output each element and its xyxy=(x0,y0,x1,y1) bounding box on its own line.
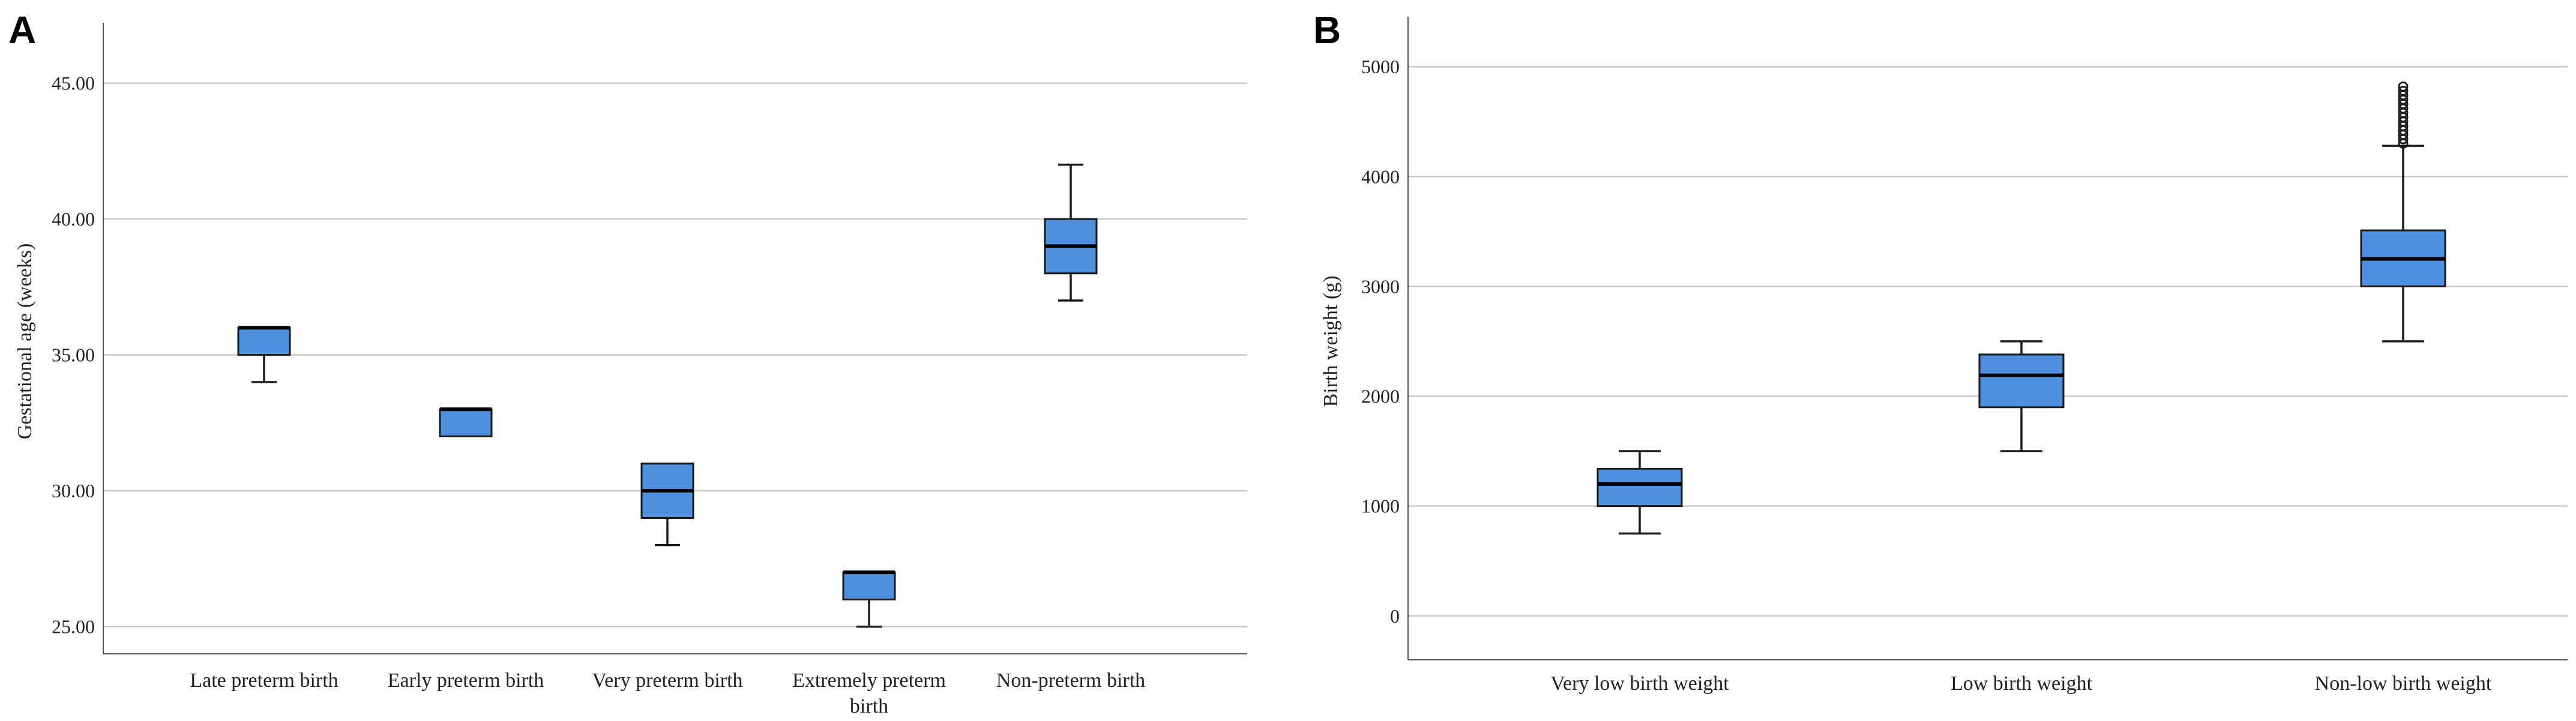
panel-a-letter: A xyxy=(8,8,36,52)
panel-a-ytick-label: 40.00 xyxy=(52,208,95,230)
panel-b-category-label: Low birth weight xyxy=(1951,672,2093,695)
panel-a-ytick-label: 30.00 xyxy=(52,480,95,501)
panel-a-box xyxy=(237,326,291,356)
panel-b-ytick-label: 0 xyxy=(1390,605,1400,627)
panel-b-y-axis-label: Birth weight (g) xyxy=(1320,275,1342,407)
panel-b-letter: B xyxy=(1313,8,1341,52)
panel-a-category-label: Extremely preterm xyxy=(792,669,946,692)
panel-b-ytick-label: 3000 xyxy=(1361,275,1400,297)
panel-b-ytick-label: 5000 xyxy=(1361,56,1400,77)
panel-a-category-label: Non-preterm birth xyxy=(996,669,1145,692)
panel-b: B 0 1000 2000 3000 4000 5000 Birth weight (g) Ve… xyxy=(1313,8,2568,695)
panel-a-box xyxy=(439,408,493,438)
panel-a-box xyxy=(842,571,896,600)
panel-a-ytick-label: 45.00 xyxy=(52,73,95,94)
panel-b-category-label: Very low birth weight xyxy=(1550,672,1729,695)
panel-b-outlier xyxy=(2398,86,2409,97)
panel-a-category-label: Late preterm birth xyxy=(190,669,338,692)
panel-a: A 25.00 30.00 35.00 40.00 45.00 Gestational ag… xyxy=(8,8,1247,717)
panel-b-ytick-label: 1000 xyxy=(1361,495,1400,517)
panel-b-outlier xyxy=(2398,81,2409,92)
panel-a-category-label: Very preterm birth xyxy=(592,669,742,692)
panel-b-category-label: Non-low birth weight xyxy=(2315,672,2492,695)
panel-a-category-label: Early preterm birth xyxy=(388,669,544,692)
panel-b-box xyxy=(1978,353,2065,408)
panel-b-ytick-label: 4000 xyxy=(1361,166,1400,187)
panel-a-y-axis-label: Gestational age (weeks) xyxy=(14,244,36,440)
panel-b-box xyxy=(1596,467,1683,507)
panel-a-category-label: birth xyxy=(850,695,888,717)
panel-b-ytick-label: 2000 xyxy=(1361,386,1400,407)
panel-a-ytick-label: 35.00 xyxy=(52,344,95,366)
panel-a-ytick-label: 25.00 xyxy=(52,616,95,638)
